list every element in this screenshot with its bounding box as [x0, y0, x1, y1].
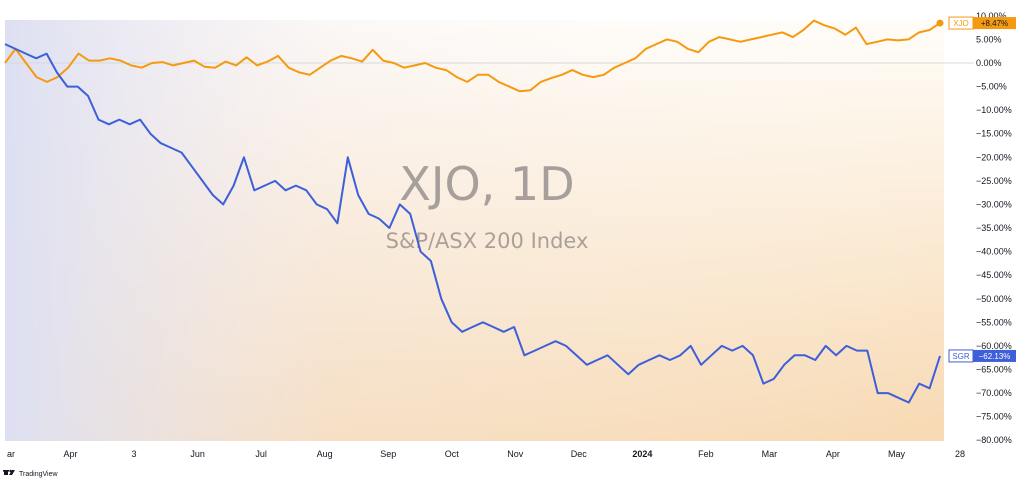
y-tick-label: −10.00%	[976, 105, 1012, 115]
x-tick-label: Nov	[507, 449, 524, 459]
badge-value-label: +8.47%	[981, 19, 1008, 28]
y-tick-label: −20.00%	[976, 152, 1012, 162]
x-tick-label: Apr	[64, 449, 78, 459]
x-tick-label: Jun	[190, 449, 205, 459]
y-tick-label: −55.00%	[976, 317, 1012, 327]
y-tick-label: 5.00%	[976, 34, 1002, 44]
x-tick-label: Sep	[380, 449, 396, 459]
y-tick-label: 0.00%	[976, 58, 1002, 68]
x-tick-label: 28	[955, 449, 965, 459]
y-tick-label: −60.00%	[976, 341, 1012, 351]
badge-name-label: SGR	[952, 352, 970, 361]
x-tick-label: 3	[132, 449, 137, 459]
badge-xjo: XJO +8.47%	[948, 16, 1016, 30]
x-tick-label: Jul	[255, 449, 267, 459]
x-tick-label: Feb	[698, 449, 714, 459]
tradingview-logo[interactable]: TradingView	[3, 469, 58, 478]
x-tick-label: Oct	[445, 449, 460, 459]
badge-value-box	[973, 17, 1016, 30]
y-tick-label: −5.00%	[976, 82, 1007, 92]
x-axis: ar Apr 3 Jun Jul Aug Sep Oct Nov Dec 2024 Feb Mar Apr…	[7, 449, 965, 459]
x-tick-label: 2024	[632, 449, 652, 459]
y-tick-label: 10.00%	[976, 11, 1007, 21]
watermark: XJO, 1D S&P/ASX 200 Index	[386, 157, 589, 253]
x-tick-label: May	[888, 449, 906, 459]
y-tick-label: −50.00%	[976, 294, 1012, 304]
y-tick-label: −45.00%	[976, 270, 1012, 280]
y-tick-label: −30.00%	[976, 199, 1012, 209]
badge-sgr: SGR −62.13%	[948, 349, 1016, 363]
plot-background	[5, 20, 944, 441]
x-tick-label: Mar	[762, 449, 778, 459]
y-tick-label: −40.00%	[976, 247, 1012, 257]
y-tick-label: −80.00%	[976, 435, 1012, 445]
y-axis: 10.00% 5.00% 0.00% −5.00% −10.00% −15.00% −20.…	[976, 11, 1012, 445]
series-line-xjo	[4, 19, 941, 93]
x-tick-label: ar	[7, 449, 15, 459]
watermark-title: XJO, 1D	[399, 157, 574, 211]
y-tick-label: −75.00%	[976, 412, 1012, 422]
x-tick-label: Dec	[571, 449, 588, 459]
series-line-sgr	[4, 43, 941, 404]
y-tick-label: −70.00%	[976, 388, 1012, 398]
x-tick-label: Apr	[826, 449, 840, 459]
tradingview-logo-text: TradingView	[19, 471, 58, 478]
series-end-dot-xjo	[936, 19, 944, 27]
y-tick-label: −65.00%	[976, 364, 1012, 374]
y-tick-label: −15.00%	[976, 129, 1012, 139]
x-tick-label: Aug	[317, 449, 333, 459]
badge-value-box	[973, 349, 1016, 362]
series-layer	[4, 19, 944, 404]
tradingview-icon	[3, 469, 15, 475]
badge-name-label: XJO	[953, 19, 969, 28]
y-tick-label: −25.00%	[976, 176, 1012, 186]
last-value-badges: XJO +8.47% SGR −62.13%	[948, 16, 1016, 363]
y-tick-label: −35.00%	[976, 223, 1012, 233]
badge-value-label: −62.13%	[979, 352, 1011, 361]
